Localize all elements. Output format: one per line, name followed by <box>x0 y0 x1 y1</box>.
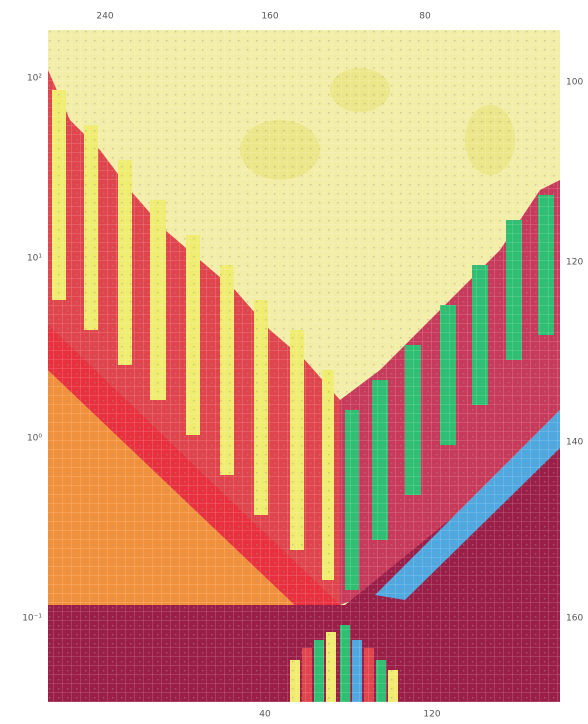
plot-area <box>48 30 560 702</box>
right-tick-label: 100 <box>566 78 583 88</box>
left-tick-label: 10⁰ <box>27 434 42 444</box>
left-tick-label: 10¹ <box>27 254 42 264</box>
right-tick-label: 160 <box>566 614 583 624</box>
bottom-tick-label: 40 <box>259 710 271 720</box>
top-tick-label: 240 <box>96 12 113 22</box>
top-tick-label: 160 <box>261 12 278 22</box>
left-tick-label: 10⁻¹ <box>22 614 42 624</box>
dot-overlay <box>48 30 560 702</box>
right-tick-label: 120 <box>566 258 583 268</box>
bottom-tick-label: 120 <box>423 710 440 720</box>
heatmap-figure: 240 160 80 40 120 10² 10¹ 10⁰ 10⁻¹ 100 120 140 160 <box>0 0 588 724</box>
page: 240160804012010²10¹10⁰10⁻¹100120140160 (… <box>0 0 588 724</box>
right-tick-label: 140 <box>566 438 583 448</box>
top-tick-label: 80 <box>419 12 431 22</box>
left-tick-label: 10² <box>27 74 42 84</box>
